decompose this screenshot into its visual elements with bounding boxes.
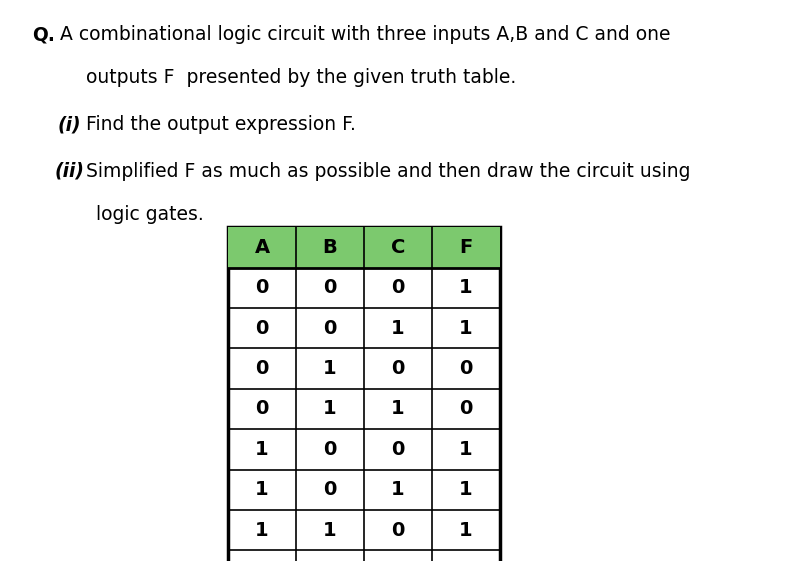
Text: 1: 1 (323, 399, 337, 419)
Text: 1: 1 (459, 319, 473, 338)
Text: Simplified F as much as possible and then draw the circuit using: Simplified F as much as possible and the… (86, 162, 690, 181)
Text: B: B (322, 238, 338, 257)
Text: 0: 0 (459, 359, 473, 378)
Text: 0: 0 (255, 359, 269, 378)
Text: Q.: Q. (32, 25, 55, 44)
Text: 0: 0 (323, 480, 337, 499)
Text: 0: 0 (391, 521, 405, 540)
Text: 0: 0 (255, 278, 269, 297)
Text: (i): (i) (58, 115, 82, 134)
Text: 0: 0 (391, 440, 405, 459)
Text: 0: 0 (459, 399, 473, 419)
Text: 1: 1 (391, 480, 405, 499)
Text: 0: 0 (323, 319, 337, 338)
Text: C: C (391, 238, 405, 257)
Text: A combinational logic circuit with three inputs A,B and C and one: A combinational logic circuit with three… (60, 25, 670, 44)
Text: 0: 0 (255, 319, 269, 338)
Text: 1: 1 (255, 480, 269, 499)
Text: F: F (459, 238, 473, 257)
Text: 0: 0 (391, 278, 405, 297)
Text: 1: 1 (323, 521, 337, 540)
Text: 0: 0 (255, 399, 269, 419)
Bar (228, 227, 500, 268)
Text: 1: 1 (459, 521, 473, 540)
Text: 0: 0 (391, 359, 405, 378)
Text: A: A (254, 238, 270, 257)
Text: 1: 1 (391, 399, 405, 419)
Text: 1: 1 (255, 521, 269, 540)
Text: 0: 0 (323, 278, 337, 297)
Text: 0: 0 (323, 440, 337, 459)
Text: 1: 1 (323, 359, 337, 378)
Text: 1: 1 (459, 440, 473, 459)
Text: logic gates.: logic gates. (96, 205, 204, 224)
Text: 1: 1 (255, 440, 269, 459)
Text: outputs F  presented by the given truth table.: outputs F presented by the given truth t… (86, 68, 517, 88)
Text: 1: 1 (459, 480, 473, 499)
Text: 1: 1 (459, 278, 473, 297)
Text: (ii): (ii) (54, 162, 85, 181)
Text: 1: 1 (391, 319, 405, 338)
Text: Find the output expression F.: Find the output expression F. (86, 115, 355, 134)
